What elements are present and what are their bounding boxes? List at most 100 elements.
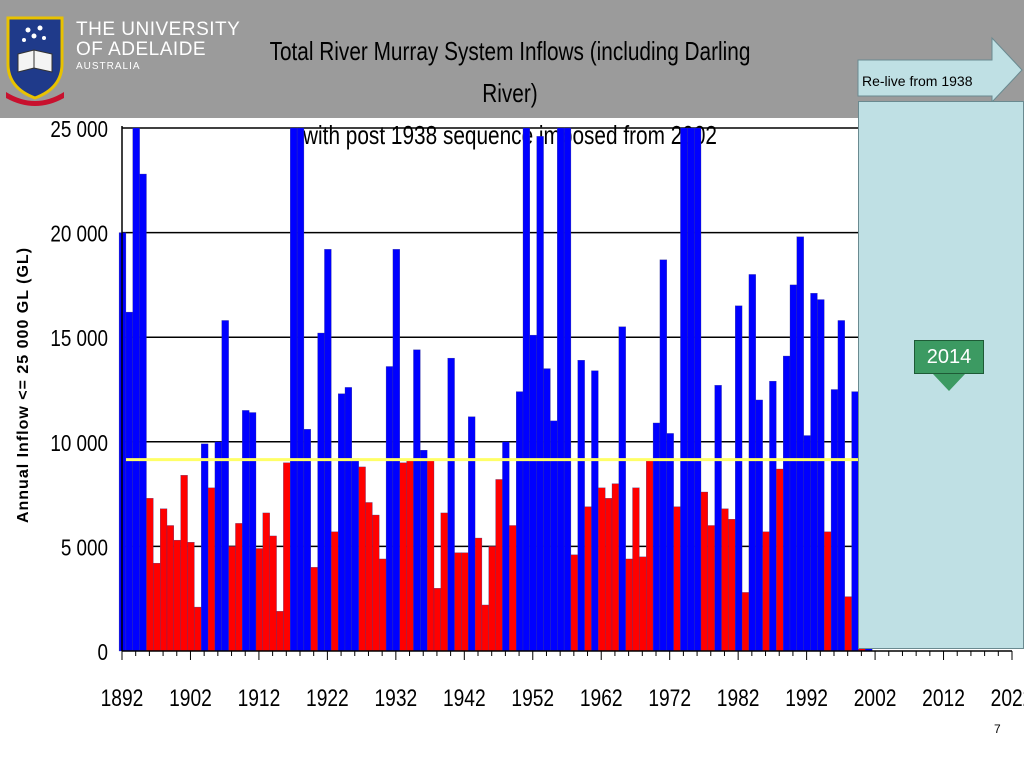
inflow-bar-1977 — [700, 491, 708, 652]
inflow-bar-1942 — [461, 552, 469, 652]
inflow-bar-1955 — [550, 420, 558, 652]
inflow-bar-1930 — [379, 558, 387, 652]
inflow-bar-1915 — [276, 611, 284, 652]
inflow-bar-1949 — [509, 525, 517, 652]
inflow-bar-1928 — [365, 502, 373, 652]
y-tick-label: 20 000 — [50, 222, 108, 247]
x-tick-label: 1912 — [238, 684, 281, 712]
inflow-bar-1991 — [796, 236, 804, 652]
y-tick-label: 25 000 — [50, 117, 108, 142]
inflow-bar-1909 — [235, 523, 243, 652]
inflow-bar-1958 — [570, 554, 578, 652]
x-tick-label: 1902 — [169, 684, 212, 712]
university-name-line1: THE UNIVERSITY — [76, 19, 241, 40]
inflow-bar-1898 — [160, 508, 168, 652]
inflow-bar-1901 — [180, 475, 188, 652]
inflow-bar-1983 — [741, 592, 750, 652]
university-crest-logo — [6, 16, 64, 106]
x-tick-label: 2002 — [854, 684, 897, 712]
page-number: 7 — [994, 722, 1001, 736]
inflow-bar-1922 — [324, 249, 332, 652]
inflow-bar-1894 — [132, 127, 140, 652]
x-tick-label: 2022 — [991, 684, 1024, 712]
inflow-bar-1895 — [139, 173, 147, 652]
university-name-line3: AUSTRALIA — [76, 61, 141, 72]
inflow-bar-1970 — [652, 422, 661, 652]
inflow-bar-1974 — [680, 127, 688, 652]
inflow-bar-1917 — [290, 127, 298, 652]
inflow-bar-1990 — [789, 284, 797, 652]
down-arrow-icon — [933, 374, 965, 391]
inflow-bar-1906 — [214, 441, 222, 652]
inflow-bar-1904 — [201, 443, 209, 652]
inflow-bar-1981 — [728, 519, 736, 652]
inflow-bar-1952 — [529, 334, 537, 652]
inflow-bar-1924 — [338, 393, 346, 652]
inflow-bar-1941 — [454, 552, 462, 652]
inflow-bar-1975 — [687, 127, 695, 652]
inflow-bar-1929 — [372, 514, 380, 652]
inflow-bar-1959 — [577, 360, 585, 652]
inflow-bar-1896 — [146, 498, 154, 652]
inflow-bar-1899 — [166, 525, 174, 652]
inflow-bar-1897 — [153, 562, 161, 652]
slide-title-line1: Total River Murray System Inflows (inclu… — [269, 36, 751, 108]
inflow-bar-1918 — [296, 127, 305, 652]
inflow-bar-1966 — [625, 558, 633, 652]
inflow-bar-1923 — [331, 531, 339, 652]
inflow-bar-1986 — [762, 531, 770, 652]
inflow-bar-1988 — [776, 468, 784, 652]
inflow-bar-1979 — [714, 385, 722, 652]
inflow-bar-1935 — [413, 349, 421, 652]
inflow-bar-1951 — [522, 127, 530, 652]
x-tick-label: 1922 — [306, 684, 349, 712]
inflow-bar-1957 — [563, 127, 572, 652]
inflow-bar-1908 — [228, 546, 236, 652]
inflow-bar-1980 — [721, 508, 729, 652]
inflow-bar-1938 — [433, 588, 441, 652]
inflow-bar-1902 — [187, 542, 195, 652]
inflow-bar-1989 — [783, 355, 791, 652]
inflow-bar-1946 — [488, 546, 496, 652]
inflow-bar-1947 — [495, 479, 503, 652]
y-tick-label: 5 000 — [61, 536, 108, 561]
inflow-bar-1963 — [605, 498, 613, 652]
inflow-bar-1985 — [755, 399, 763, 652]
x-tick-label: 1932 — [374, 684, 417, 712]
inflow-bar-1965 — [618, 326, 626, 652]
inflow-bar-1925 — [344, 387, 352, 652]
inflow-bar-1960 — [584, 506, 592, 652]
inflow-bar-1984 — [748, 274, 756, 652]
inflow-bar-1905 — [207, 487, 216, 652]
inflow-bar-1931 — [385, 366, 394, 652]
inflow-bar-1919 — [303, 429, 311, 652]
y-tick-label: 15 000 — [50, 327, 108, 352]
inflow-bar-1994 — [817, 299, 825, 652]
inflow-bar-1921 — [317, 332, 325, 652]
inflow-bar-1998 — [844, 596, 852, 652]
x-tick-label: 1982 — [717, 684, 760, 712]
inflow-bar-1939 — [440, 512, 448, 652]
x-tick-label: 1972 — [648, 684, 691, 712]
inflow-bar-1976 — [694, 127, 702, 652]
inflow-bar-1926 — [351, 458, 359, 652]
inflow-bar-1934 — [406, 460, 414, 652]
inflow-bar-1995 — [824, 531, 832, 652]
relive-arrow-shape — [857, 36, 1023, 104]
university-name: THE UNIVERSITY OF ADELAIDE AUSTRALIA — [76, 20, 240, 74]
inflow-bar-1927 — [358, 466, 366, 652]
inflow-bar-1911 — [249, 412, 257, 652]
inflow-bar-1971 — [659, 259, 667, 652]
inflow-bar-1907 — [221, 320, 229, 652]
inflow-bar-1987 — [769, 380, 777, 652]
university-name-line2: OF ADELAIDE — [76, 39, 207, 60]
inflow-bar-1920 — [310, 567, 318, 652]
slide-title: Total River Murray System Inflows (inclu… — [262, 30, 758, 156]
inflow-bar-1933 — [399, 462, 407, 652]
x-tick-label: 1892 — [101, 684, 144, 712]
inflow-bar-1953 — [536, 136, 544, 652]
inflow-bar-1936 — [420, 450, 428, 652]
x-tick-label: 1992 — [785, 684, 828, 712]
inflow-bar-1968 — [639, 556, 647, 652]
